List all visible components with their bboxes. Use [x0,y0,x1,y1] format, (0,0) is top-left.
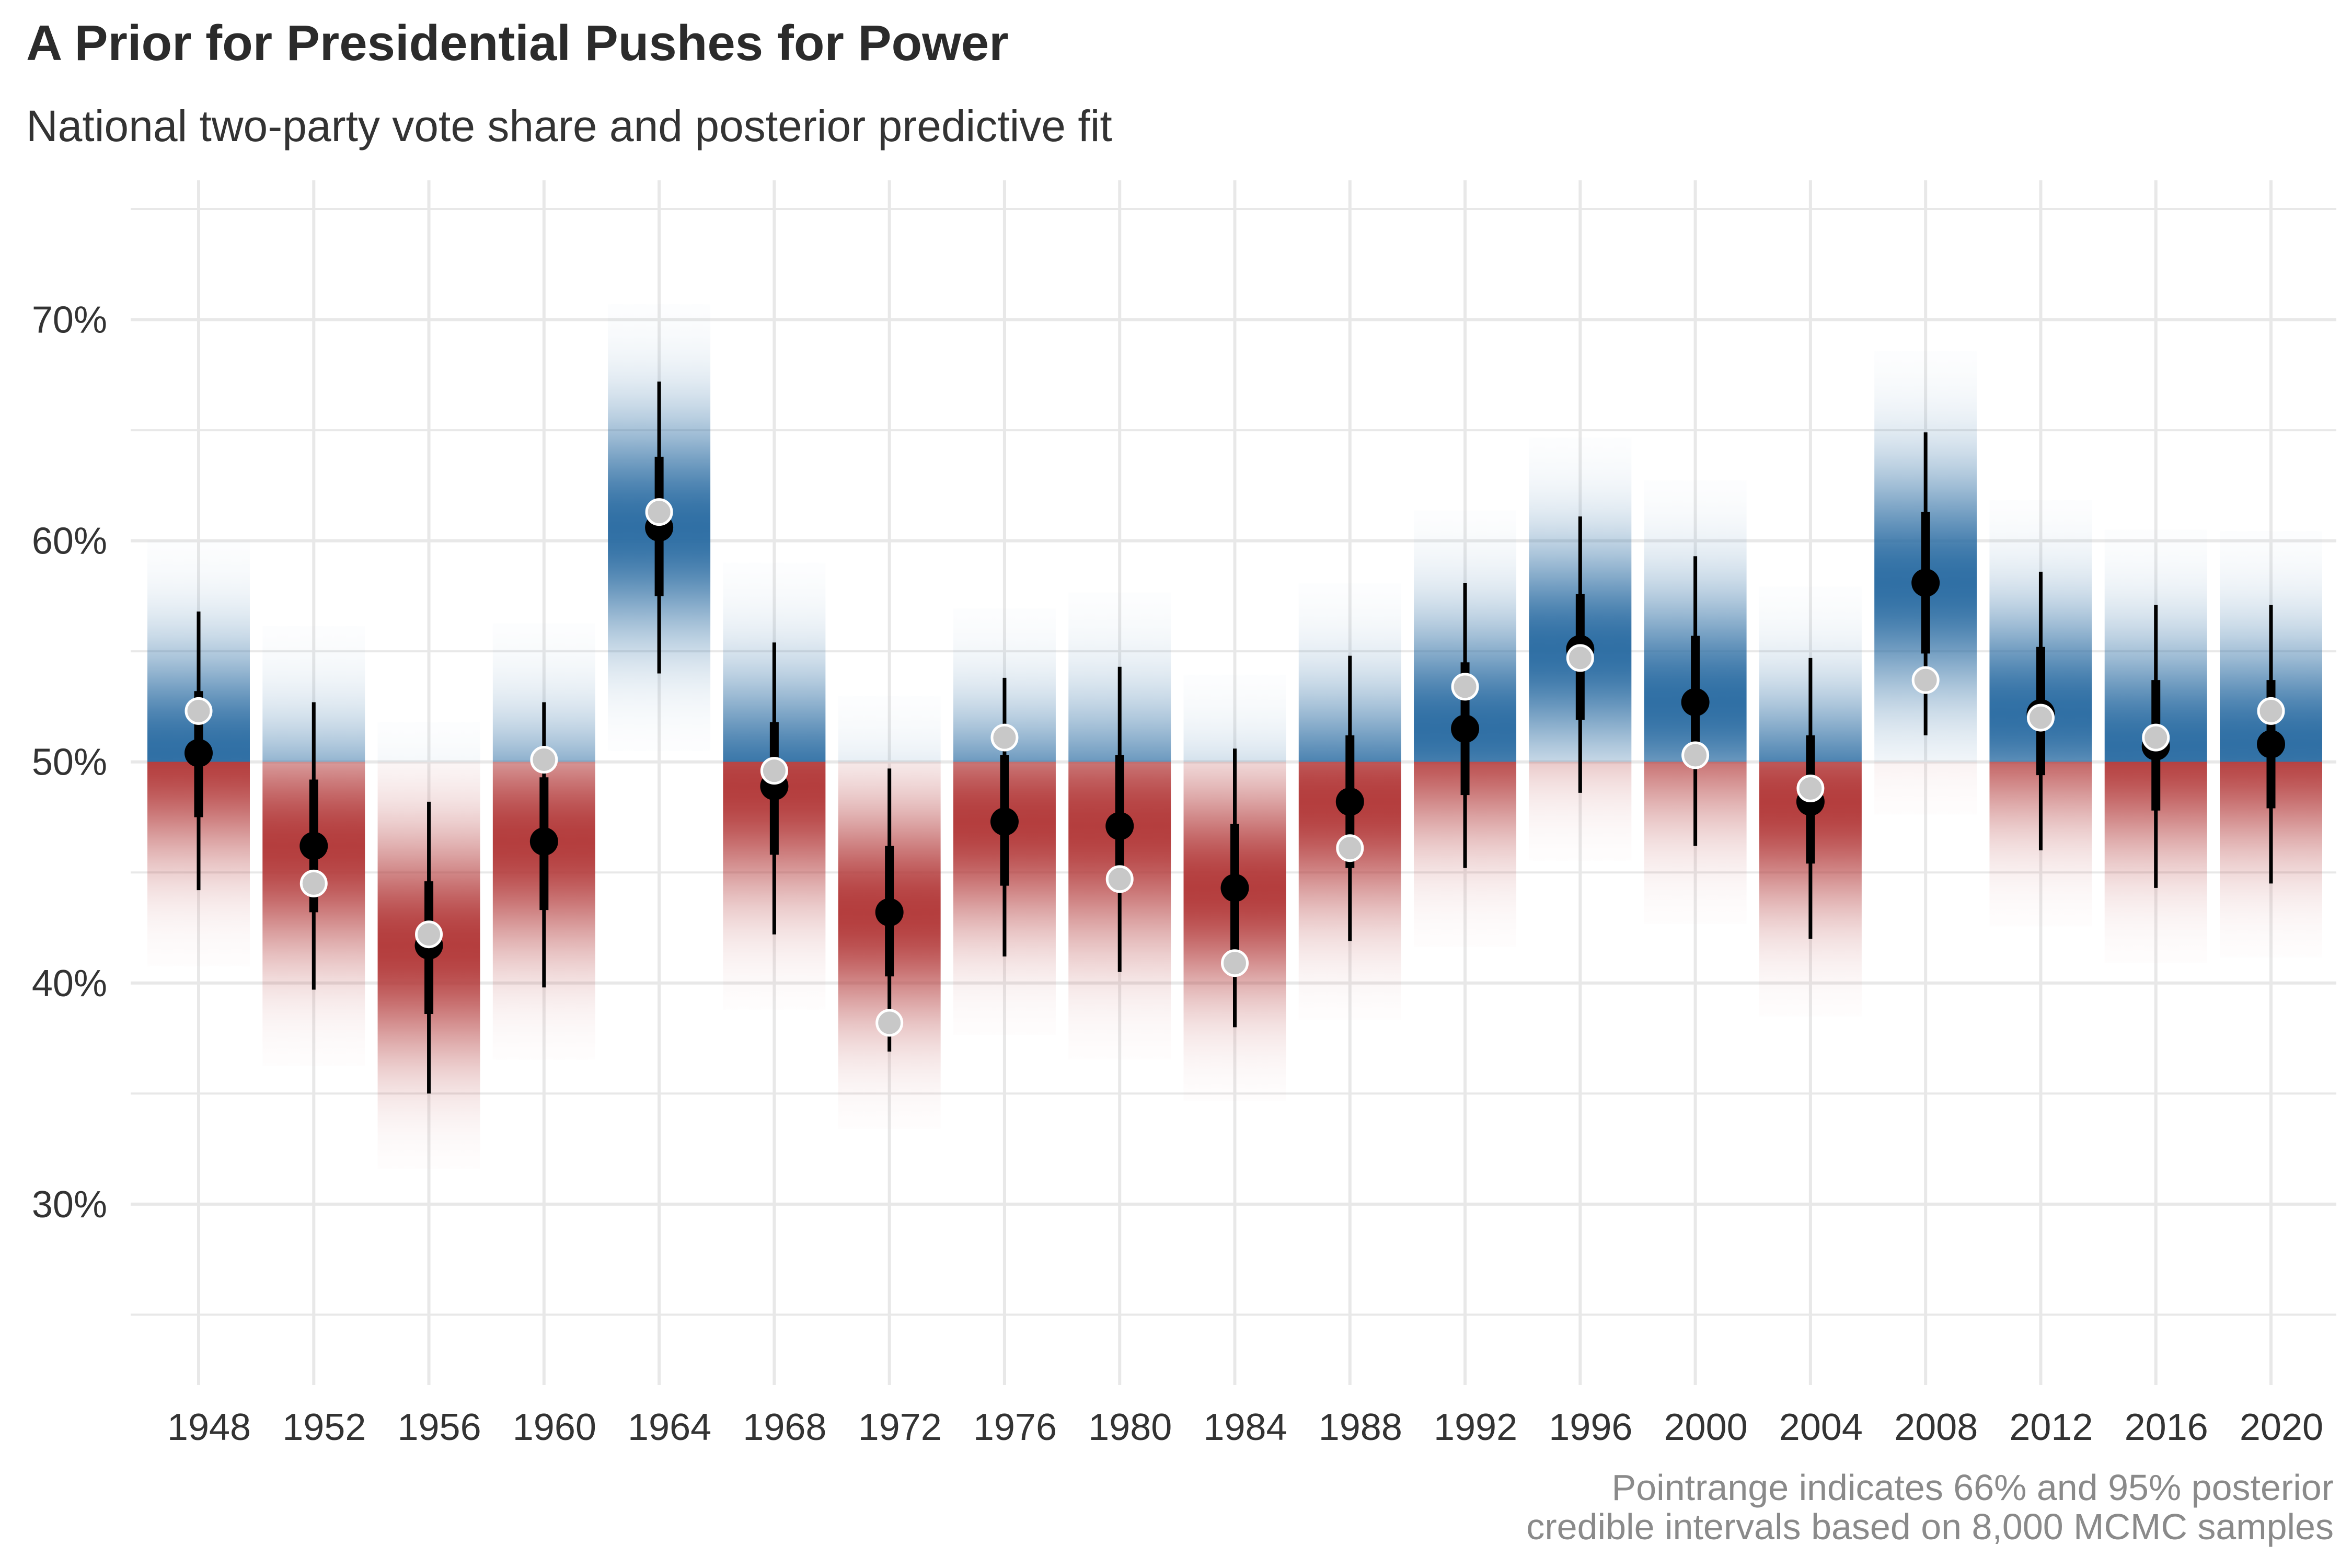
observed-point-1964 [645,498,673,526]
posterior-median-point-1980 [1105,812,1134,840]
x-tick-label: 1972 [858,1406,942,1448]
posterior-median-point-2000 [1681,688,1710,717]
observed-point-2008 [1911,666,1940,694]
x-tick-label: 1956 [397,1406,481,1448]
x-tick-label: 1952 [282,1406,366,1448]
chart-subtitle: National two-party vote share and poster… [26,101,1112,151]
x-tick-label: 1960 [513,1406,596,1448]
observed-point-1992 [1451,673,1479,701]
observed-point-1956 [415,920,443,949]
posterior-median-point-1988 [1335,787,1364,816]
observed-point-1988 [1336,834,1364,862]
x-tick-label: 1988 [1319,1406,1402,1448]
posterior-median-point-1976 [990,807,1019,836]
observed-point-1948 [185,697,213,725]
x-tick-label: 1968 [743,1406,826,1448]
posterior-median-point-1984 [1220,873,1249,902]
x-tick-label: 1980 [1088,1406,1172,1448]
x-tick-label: 2008 [1894,1406,1978,1448]
posterior-density-bands [147,304,2322,1169]
observed-point-2004 [1796,774,1825,802]
x-tick-label: 2020 [2240,1406,2323,1448]
y-tick-label: 30% [32,1184,107,1226]
x-tick-label: 1964 [628,1406,711,1448]
posterior-median-point-2008 [1911,569,1940,597]
posterior-median-point-1960 [529,827,558,856]
observed-point-2012 [2026,704,2055,732]
caption-line-2: credible intervals based on 8,000 MCMC s… [1526,1506,2334,1547]
posterior-median-point-1972 [875,898,904,927]
observed-point-2016 [2142,723,2170,752]
observed-point-2000 [1681,741,1710,769]
y-tick-label: 60% [32,521,107,562]
x-tick-label: 1992 [1434,1406,1517,1448]
x-tick-label: 2016 [2125,1406,2208,1448]
y-tick-label: 70% [32,299,107,341]
observed-point-1952 [299,869,328,897]
y-tick-label: 40% [32,963,107,1005]
x-tick-label: 1984 [1203,1406,1287,1448]
observed-point-1980 [1105,865,1134,893]
observed-point-2020 [2257,697,2285,725]
posterior-median-point-1948 [185,739,213,767]
x-tick-label: 1948 [167,1406,251,1448]
chart-title: A Prior for Presidential Pushes for Powe… [26,15,1009,71]
observed-point-1972 [875,1009,904,1037]
posterior-median-point-1952 [299,832,328,860]
caption-line-1: Pointrange indicates 66% and 95% posteri… [1612,1467,2334,1508]
x-tick-label: 1996 [1549,1406,1632,1448]
y-axis-ticks: 30% 40% 50% 60% 70% [32,299,107,1226]
x-tick-label: 1976 [973,1406,1057,1448]
observed-point-1996 [1566,644,1594,672]
posterior-median-point-1992 [1451,714,1480,743]
y-tick-label: 50% [32,742,107,783]
x-axis-ticks: 1948 1952 1956 1960 1964 1968 1972 1976 1980 1984… [167,1406,2323,1448]
observed-point-1976 [990,723,1019,752]
observed-point-1960 [530,745,558,774]
x-tick-label: 2012 [2009,1406,2093,1448]
x-tick-label: 2004 [1779,1406,1863,1448]
observed-point-1968 [760,757,788,785]
posterior-median-point-2020 [2257,730,2285,758]
observed-point-1984 [1221,949,1249,977]
data-points [185,498,2285,1037]
x-tick-label: 2000 [1664,1406,1748,1448]
